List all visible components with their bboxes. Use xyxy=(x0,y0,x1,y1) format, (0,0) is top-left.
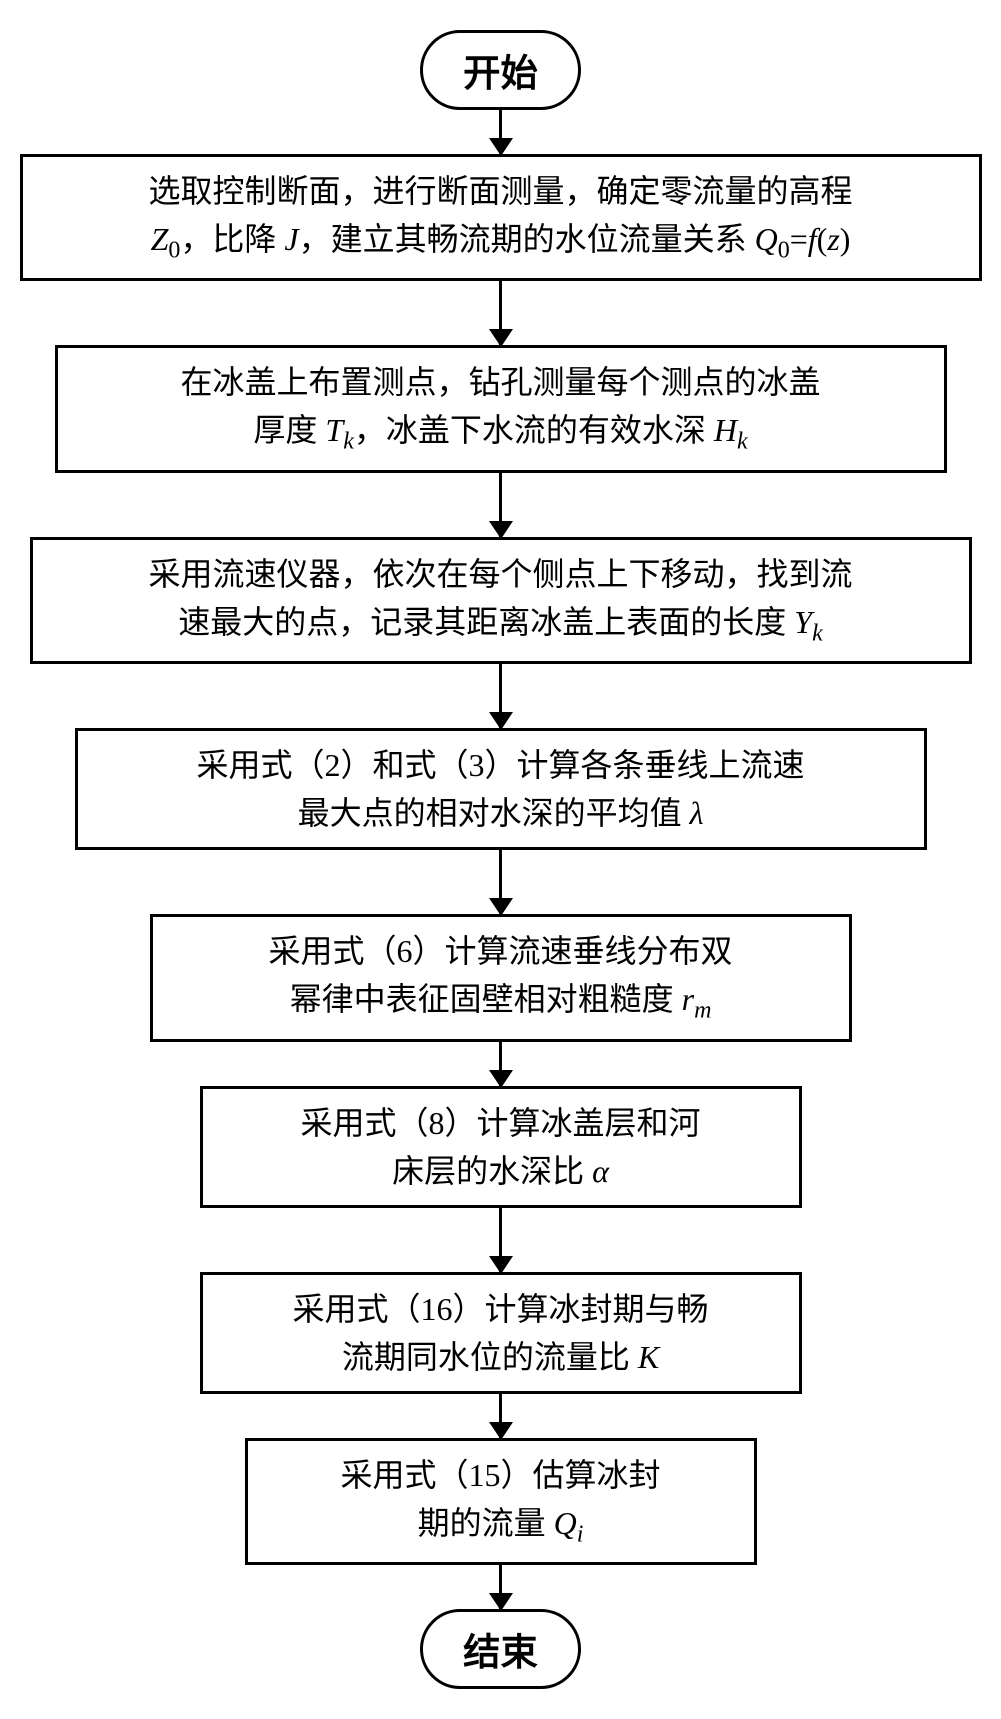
s8-t1: 采用式（15）估算冰封 xyxy=(340,1457,660,1493)
s1-rp: ) xyxy=(840,221,851,257)
s3-t2a: 速最大的点，记录其距离冰盖上表面的长度 xyxy=(178,604,794,640)
step5: 采用式（6）计算流速垂线分布双 幂律中表征固壁相对粗糙度 rm xyxy=(150,914,852,1041)
s7-K: K xyxy=(638,1339,659,1375)
s6-a: α xyxy=(592,1153,609,1189)
start-terminal: 开始 xyxy=(420,30,581,110)
s3-t1: 采用流速仪器，依次在每个侧点上下移动，找到流 xyxy=(148,556,852,592)
step2: 在冰盖上布置测点，钻孔测量每个测点的冰盖 厚度 Tk，冰盖下水流的有效水深 Hk xyxy=(55,345,947,472)
s1-m2: ，建立其畅流期的水位流量关系 xyxy=(299,221,755,257)
arrow-s2-s3 xyxy=(499,473,502,537)
s1-t1: 选取控制断面，进行断面测量，确定零流量的高程 xyxy=(148,173,852,209)
s2-Hk: k xyxy=(737,429,748,455)
s4-t2a: 最大点的相对水深的平均值 xyxy=(298,795,690,831)
s2-t2a: 厚度 xyxy=(253,412,325,448)
flowchart-container: 开始 选取控制断面，进行断面测量，确定零流量的高程 Z0，比降 J，建立其畅流期… xyxy=(31,30,971,1689)
s3-Yk: k xyxy=(812,620,823,646)
s1-Z: Z xyxy=(151,221,169,257)
arrow-s5-s6 xyxy=(499,1042,502,1086)
end-terminal: 结束 xyxy=(420,1609,581,1689)
start-label: 开始 xyxy=(463,54,538,95)
s8-Qi: i xyxy=(577,1521,584,1547)
s5-t1: 采用式（6）计算流速垂线分布双 xyxy=(268,933,732,969)
s8-t2a: 期的流量 xyxy=(418,1505,554,1541)
arrow-s1-s2 xyxy=(499,281,502,345)
s2-T: T xyxy=(325,412,343,448)
s2-mid: ，冰盖下水流的有效水深 xyxy=(354,412,714,448)
s1-f: f xyxy=(808,221,817,257)
s5-t2a: 幂律中表征固壁相对粗糙度 xyxy=(290,981,682,1017)
arrow-s6-s7 xyxy=(499,1208,502,1272)
end-label: 结束 xyxy=(463,1633,538,1674)
s5-rm: m xyxy=(694,998,711,1024)
s6-t2a: 床层的水深比 xyxy=(392,1153,592,1189)
arrow-start-s1 xyxy=(499,110,502,154)
s8-Q: Q xyxy=(554,1505,577,1541)
s1-Z0: 0 xyxy=(168,237,180,263)
s1-lp: ( xyxy=(817,221,828,257)
s4-t1: 采用式（2）和式（3）计算各条垂线上流速 xyxy=(196,747,804,783)
s2-H: H xyxy=(714,412,737,448)
s5-r: r xyxy=(682,981,694,1017)
s7-t2a: 流期同水位的流量比 xyxy=(342,1339,638,1375)
step6: 采用式（8）计算冰盖层和河 床层的水深比 α xyxy=(200,1086,802,1208)
arrow-s8-end xyxy=(499,1565,502,1609)
arrow-s3-s4 xyxy=(499,664,502,728)
s1-m1: ，比降 xyxy=(180,221,284,257)
s1-J: J xyxy=(284,221,298,257)
s3-Y: Y xyxy=(794,604,812,640)
step1: 选取控制断面，进行断面测量，确定零流量的高程 Z0，比降 J，建立其畅流期的水位… xyxy=(20,154,982,281)
step8: 采用式（15）估算冰封 期的流量 Qi xyxy=(245,1438,757,1565)
s1-eq: = xyxy=(790,221,808,257)
s4-lam: λ xyxy=(690,795,704,831)
arrow-s7-s8 xyxy=(499,1394,502,1438)
s2-Tk: k xyxy=(343,429,354,455)
step7: 采用式（16）计算冰封期与畅 流期同水位的流量比 K xyxy=(200,1272,802,1394)
s6-t1: 采用式（8）计算冰盖层和河 xyxy=(300,1105,700,1141)
step3: 采用流速仪器，依次在每个侧点上下移动，找到流 速最大的点，记录其距离冰盖上表面的… xyxy=(30,537,972,664)
arrow-s4-s5 xyxy=(499,850,502,914)
step4: 采用式（2）和式（3）计算各条垂线上流速 最大点的相对水深的平均值 λ xyxy=(75,728,927,850)
s7-t1: 采用式（16）计算冰封期与畅 xyxy=(292,1291,708,1327)
s1-Q0: 0 xyxy=(778,237,790,263)
s1-z: z xyxy=(827,221,839,257)
s1-Q: Q xyxy=(755,221,778,257)
s2-t1: 在冰盖上布置测点，钻孔测量每个测点的冰盖 xyxy=(180,364,820,400)
